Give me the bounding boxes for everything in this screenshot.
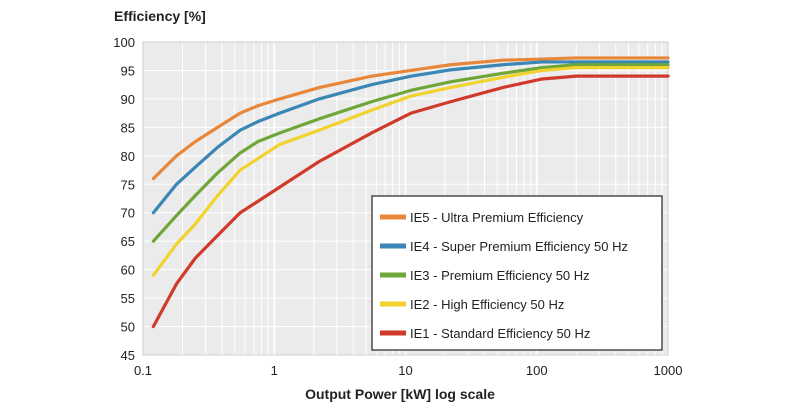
- legend-item-label: IE5 - Ultra Premium Efficiency: [410, 210, 584, 225]
- series-line-ie2: [151, 66, 670, 277]
- series-line-ie4: [151, 60, 670, 215]
- series-line-ie3: [151, 63, 670, 243]
- y-tick-label: 45: [121, 348, 135, 363]
- series-line-ie5: [151, 56, 670, 181]
- y-tick-label: 80: [121, 149, 135, 164]
- legend-item-label: IE1 - Standard Efficiency 50 Hz: [410, 326, 590, 341]
- x-tick-label: 1000: [654, 363, 683, 378]
- legend-item-label: IE2 - High Efficiency 50 Hz: [410, 297, 564, 312]
- legend: IE5 - Ultra Premium Efficiency IE4 - Supe…: [371, 195, 663, 351]
- y-tick-label: 95: [121, 63, 135, 78]
- y-tick-label: 50: [121, 320, 135, 335]
- legend-item-label: IE4 - Super Premium Efficiency 50 Hz: [410, 239, 628, 254]
- y-tick-label: 70: [121, 206, 135, 221]
- y-tick-label: 60: [121, 263, 135, 278]
- legend-item-label: IE3 - Premium Efficiency 50 Hz: [410, 268, 590, 283]
- y-tick-label: 75: [121, 177, 135, 192]
- x-tick-label: 1: [271, 363, 278, 378]
- y-tick-label: 55: [121, 291, 135, 306]
- legend-box: [371, 195, 663, 351]
- y-tick-label: 65: [121, 234, 135, 249]
- series-line-ie1: [151, 74, 670, 329]
- x-tick-label: 100: [526, 363, 548, 378]
- x-tick-label: 0.1: [134, 363, 152, 378]
- y-tick-label: 100: [113, 35, 135, 50]
- x-axis-label: Output Power [kW] log scale: [305, 386, 495, 402]
- x-tick-label: 10: [398, 363, 412, 378]
- y-axis-label: Efficiency [%]: [114, 8, 206, 24]
- plot-border: [142, 41, 669, 356]
- y-tick-label: 90: [121, 92, 135, 107]
- y-tick-label: 85: [121, 120, 135, 135]
